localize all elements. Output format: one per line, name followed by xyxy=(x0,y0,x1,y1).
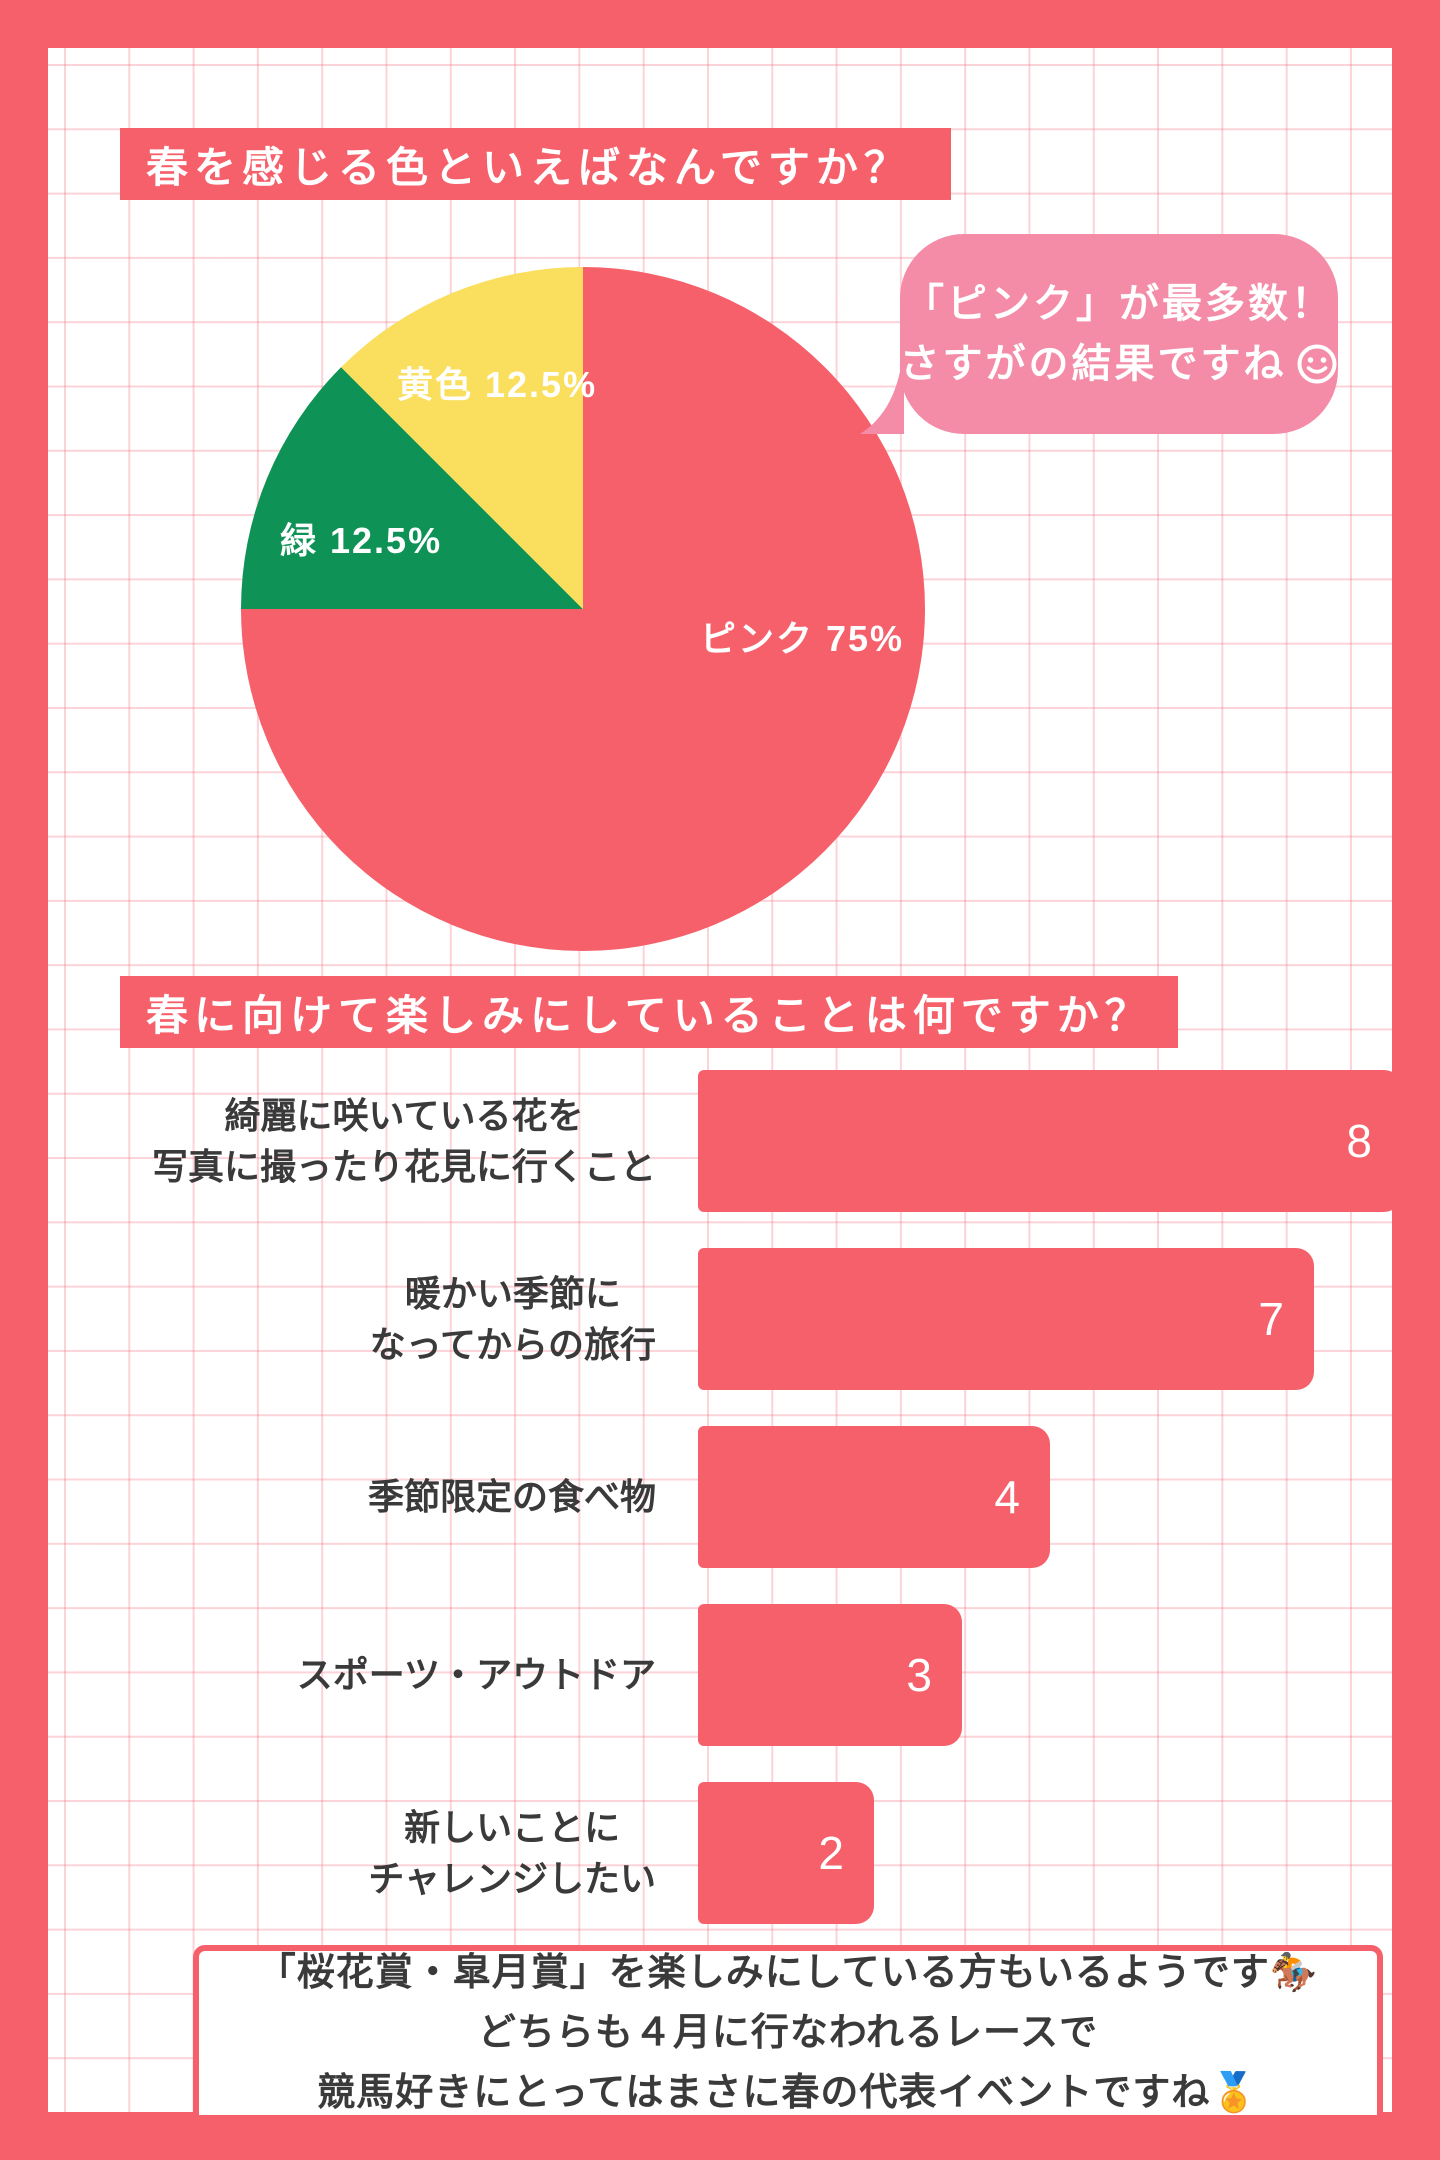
footer-note-box: 「桜花賞・皐月賞」を楽しみにしている方もいるようです🏇 どちらも４月に行なわれる… xyxy=(193,1945,1383,2128)
bar-value: 7 xyxy=(1258,1293,1284,1345)
bar-value: 4 xyxy=(994,1471,1020,1523)
footer-note-line1: 「桜花賞・皐月賞」を楽しみにしている方もいるようです🏇 xyxy=(257,1951,1319,1994)
pie-chart xyxy=(241,267,925,951)
bar-row: 暖かい季節に なってからの旅行 7 xyxy=(96,1248,1440,1390)
speech-bubble: 「ピンク」が最多数！ さすがの結果ですね xyxy=(860,234,1339,434)
pie-label-yellow: 黄色 12.5% xyxy=(397,364,598,405)
bar-value: 2 xyxy=(818,1827,844,1879)
bar: 2 xyxy=(698,1782,874,1924)
pie-label-green: 緑 12.5% xyxy=(280,520,443,561)
bubble-text-line2-text: さすがの結果ですね xyxy=(899,342,1287,386)
smiley-face-icon xyxy=(1297,344,1336,384)
bar: 3 xyxy=(698,1604,962,1746)
pie-label-pink: ピンク 75% xyxy=(700,618,905,659)
section1-title-banner: 春を感じる色といえばなんですか？ xyxy=(120,128,951,200)
bar-label: 季節限定の食べ物 xyxy=(367,1476,656,1518)
bar: 4 xyxy=(698,1426,1050,1568)
bar-label: 綺麗に咲いている花を 写真に撮ったり花見に行くこと xyxy=(151,1094,656,1187)
bar-label: 新しいことに チャレンジしたい xyxy=(368,1806,656,1899)
bubble-text-line2: さすがの結果ですね xyxy=(900,334,1339,394)
bar-label: 暖かい季節に なってからの旅行 xyxy=(369,1272,656,1365)
bar-chart: 綺麗に咲いている花を 写真に撮ったり花見に行くこと 8 暖かい季節に なってからの旅… xyxy=(96,1070,1440,1924)
bar: 7 xyxy=(698,1248,1314,1390)
bar-row: スポーツ・アウトドア 3 xyxy=(96,1604,1440,1746)
bubble-text-line1: 「ピンク」が最多数！ xyxy=(904,282,1334,326)
section1-title: 春を感じる色といえばなんですか？ xyxy=(146,143,912,191)
bar-row: 新しいことに チャレンジしたい 2 xyxy=(96,1782,1440,1924)
bar-row: 季節限定の食べ物 4 xyxy=(96,1426,1440,1568)
footer-note-line3: 競馬好きにとってはまさに春の代表イベントですね🏅 xyxy=(317,2072,1259,2115)
bar-value: 3 xyxy=(906,1649,932,1701)
grid-paper-background: 春を感じる色といえばなんですか？ 黄色 12.5% 緑 12.5% ピンク 75… xyxy=(48,48,1402,2128)
bar: 8 xyxy=(698,1070,1402,1212)
footer-note-line2: どちらも４月に行なわれるレースで xyxy=(477,2011,1099,2054)
bar-label: スポーツ・アウトドア xyxy=(296,1654,656,1696)
bar-value: 8 xyxy=(1346,1115,1372,1167)
section2-title-banner: 春に向けて楽しみにしていることは何ですか？ xyxy=(120,976,1178,1048)
bar-row: 綺麗に咲いている花を 写真に撮ったり花見に行くこと 8 xyxy=(96,1070,1440,1212)
speech-bubble-tail xyxy=(860,342,904,434)
section2-title: 春に向けて楽しみにしていることは何ですか？ xyxy=(146,991,1153,1039)
